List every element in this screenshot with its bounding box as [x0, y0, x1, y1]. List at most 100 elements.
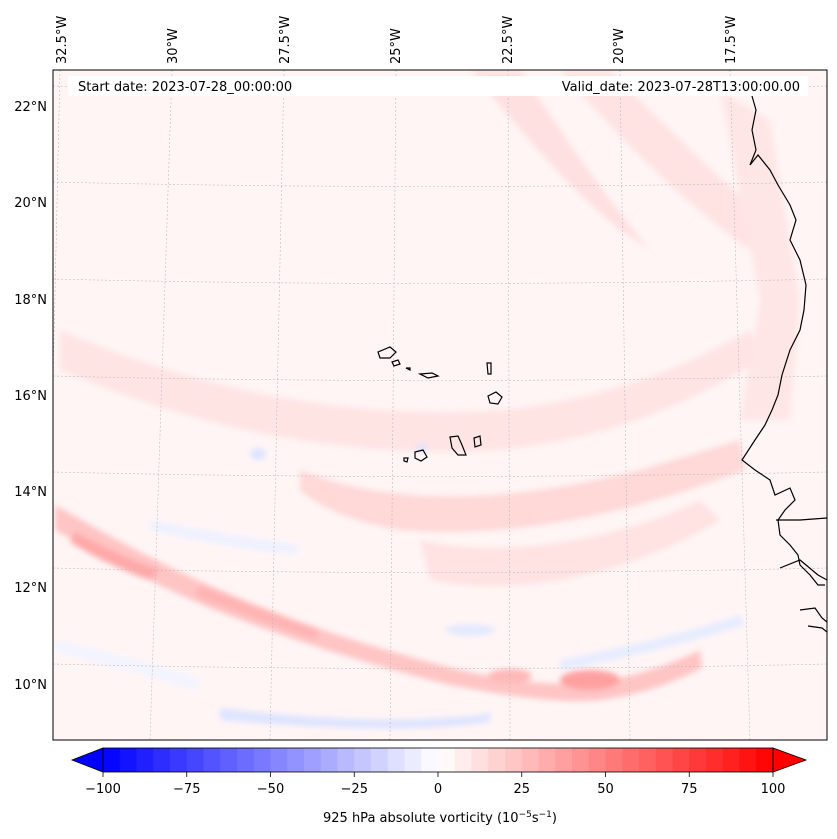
africa-coastline: [741, 95, 825, 586]
colorbar-title-exp2: −1: [539, 810, 552, 820]
island-santa-luzia: [405, 367, 411, 371]
lat-label: 22°N: [14, 100, 47, 115]
vorticity-band-middle-2: [300, 440, 745, 532]
lat-label: 14°N: [14, 485, 47, 500]
longitude-labels: 32.5°W 30°W 27.5°W 25°W 22.5°W 20°W 17.5…: [55, 16, 739, 64]
colorbar-step: [471, 748, 489, 772]
valid-date-label: Valid_date: 2023-07-28T13:00:00.00: [562, 80, 800, 95]
colorbar-step: [320, 748, 338, 772]
map-frame: [52, 69, 828, 741]
lat-label: 16°N: [14, 389, 47, 404]
lon-label: 20°W: [612, 28, 627, 64]
colorbar-title-mid: s: [532, 811, 539, 826]
colorbar-step: [119, 748, 137, 772]
lat-label: 12°N: [14, 581, 47, 596]
colorbar-step: [203, 748, 221, 772]
colorbar-step: [555, 748, 573, 772]
colorbar-tick-label: 0: [434, 782, 442, 797]
colorbar-step: [672, 748, 690, 772]
colorbar-step: [438, 748, 456, 772]
cape-verde-islands: [377, 346, 503, 463]
colorbar-step: [103, 748, 121, 772]
vorticity-field: [55, 70, 800, 729]
colorbar-steps: [103, 748, 774, 772]
vorticity-core-west: [70, 532, 160, 580]
colorbar-ticks: [102, 772, 774, 777]
colorbar-step: [706, 748, 724, 772]
colorbar-step: [639, 748, 657, 772]
africa-coastline-south: [776, 517, 827, 633]
colorbar-title-end: ): [552, 811, 557, 826]
colorbar-step: [488, 748, 506, 772]
colorbar-step: [605, 748, 623, 772]
lon-label: 22.5°W: [501, 16, 516, 64]
colorbar-step: [270, 748, 288, 772]
vorticity-negative-lower: [220, 708, 490, 729]
colorbar-step: [655, 748, 673, 772]
vorticity-negative-lower-west: [55, 640, 200, 690]
colorbar-tick-label: −50: [257, 782, 284, 797]
colorbar-step: [572, 748, 590, 772]
lon-label: 25°W: [389, 28, 404, 64]
vorticity-core-east-2: [488, 669, 532, 683]
colorbar-step: [371, 748, 389, 772]
vorticity-negative-se: [560, 615, 745, 670]
vorticity-core-east: [560, 670, 620, 690]
date-header-background: [68, 76, 808, 96]
colorbar-step: [237, 748, 255, 772]
island-sao-nicolau: [417, 372, 440, 379]
colorbar-tick-label: −100: [85, 782, 121, 797]
lon-label: 17.5°W: [724, 16, 739, 64]
colorbar-step: [337, 748, 355, 772]
latitude-labels: 22°N 20°N 18°N 16°N 14°N 12°N 10°N: [14, 100, 47, 693]
colorbar-step: [404, 748, 422, 772]
vorticity-band-lower-middle: [420, 500, 720, 587]
colorbar-tick-label: 50: [597, 782, 614, 797]
colorbar-title: 925 hPa absolute vorticity (10−5s−1): [323, 810, 557, 826]
colorbar-step: [588, 748, 606, 772]
vorticity-negative-mid: [150, 520, 300, 555]
colorbar-step: [186, 748, 204, 772]
colorbar-step: [220, 748, 238, 772]
vorticity-streak-upper: [470, 70, 650, 250]
colorbar: −100 −75 −50 −25 0 25 50 75 100 925 hPa …: [70, 747, 808, 826]
lon-label: 32.5°W: [55, 16, 70, 64]
colorbar-extend-min: [70, 747, 104, 773]
island-santiago: [449, 435, 467, 456]
colorbar-step: [421, 748, 439, 772]
colorbar-tick-label: 75: [681, 782, 698, 797]
colorbar-step: [387, 748, 405, 772]
colorbar-step: [521, 748, 539, 772]
colorbar-tick-label: 25: [513, 782, 530, 797]
colorbar-step: [739, 748, 757, 772]
island-santo-antao: [377, 346, 397, 359]
vorticity-streak-right: [720, 90, 800, 420]
vorticity-negative-spot: [445, 624, 495, 636]
lat-label: 18°N: [14, 293, 47, 308]
colorbar-step: [304, 748, 322, 772]
colorbar-step: [153, 748, 171, 772]
colorbar-step: [722, 748, 740, 772]
colorbar-step: [354, 748, 372, 772]
colorbar-tick-label: 100: [761, 782, 786, 797]
colorbar-step: [756, 748, 774, 772]
colorbar-step: [622, 748, 640, 772]
island-brava: [403, 457, 409, 463]
colorbar-title-exp1: −5: [519, 810, 532, 820]
vorticity-band-middle: [60, 330, 760, 452]
colorbar-step: [505, 748, 523, 772]
vorticity-negative-spot-2: [250, 448, 266, 460]
colorbar-step: [253, 748, 271, 772]
vorticity-negative-spot-3: [416, 444, 428, 452]
colorbar-extend-max: [772, 747, 808, 773]
map-panel[interactable]: [45, 70, 827, 740]
colorbar-step: [170, 748, 188, 772]
vorticity-core-mid: [195, 585, 320, 640]
island-maio: [473, 435, 482, 448]
island-sao-vicente: [391, 359, 401, 367]
lon-label: 27.5°W: [278, 16, 293, 64]
colorbar-tick-label: −25: [341, 782, 368, 797]
colorbar-tick-label: −75: [173, 782, 200, 797]
coastlines: [741, 95, 827, 633]
start-date-label: Start date: 2023-07-28_00:00:00: [78, 80, 292, 95]
